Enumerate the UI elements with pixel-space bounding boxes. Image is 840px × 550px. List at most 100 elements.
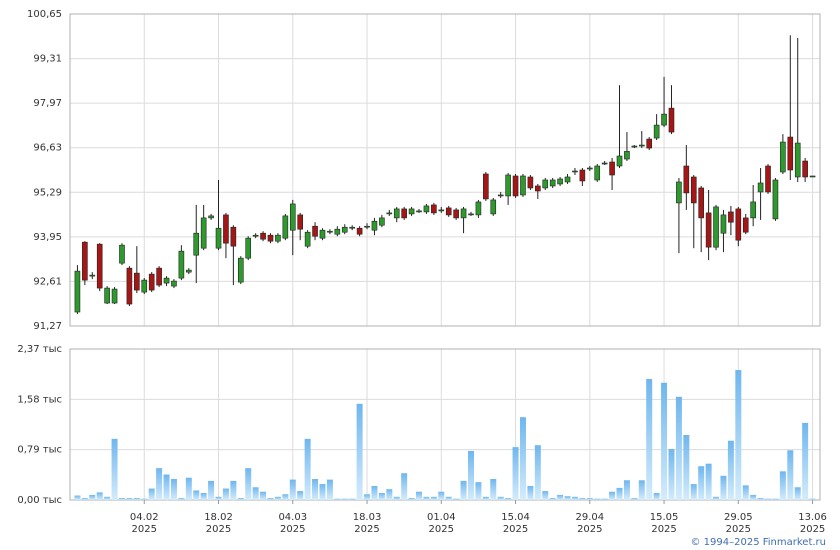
candle-body [89,274,96,277]
y-tick-label: 97,97 [33,98,62,109]
candle-body [728,211,734,223]
candle-body [401,208,407,219]
volume-bar [534,445,541,500]
volume-bar [423,496,430,500]
candle-body [156,267,162,286]
volume-bar [735,370,742,500]
candle-body [468,213,474,216]
volume-bar [527,485,534,500]
volume-bar [557,494,564,500]
volume-bar [133,498,140,500]
volume-bar [282,494,289,500]
candle-body [557,178,563,185]
volume-bar [675,396,682,500]
volume-bar [96,492,103,500]
x-tick-year: 2025 [651,524,676,535]
volume-bar [460,480,467,500]
x-tick-year: 2025 [206,524,231,535]
y-tick-label: 0,79 тыс [17,445,62,456]
candle-body [252,234,259,237]
volume-bar [713,496,720,500]
volume-bar [571,496,578,500]
candle-body [809,175,816,178]
volume-bar [616,487,623,500]
candle-body [119,244,125,264]
volume-bar [341,498,348,500]
candle-body [661,113,667,126]
candle-body [171,280,177,287]
candle-body [319,229,326,239]
volume-bar [401,473,408,500]
plot-frame [69,13,821,327]
candle-body [705,212,712,248]
volume-bar [661,382,668,500]
candle-body [104,287,110,304]
candle-body [646,138,653,149]
candle-body [148,273,155,291]
volume-bar [118,498,125,500]
candle-body [275,234,281,242]
candle-body [520,175,526,196]
candle-body [237,257,244,283]
candle-body [616,155,623,167]
candle-body [193,232,200,256]
x-tick-label: 18.03 [353,512,382,523]
volume-bar [683,435,690,500]
volume-bar [208,480,215,500]
volume-bar [438,491,445,500]
candle-body [802,160,808,178]
volume-bar [289,479,296,500]
candle-body [683,165,690,194]
candle-body [787,136,794,171]
volume-bar [245,468,252,500]
candle-body [757,182,764,193]
volume-bar [104,496,111,500]
volume-bar [601,498,608,500]
candle-body [289,203,296,231]
candle-body [564,176,571,183]
candle-body [713,206,719,248]
candle-body [765,165,771,193]
volume-bar [416,491,423,500]
volume-bar [482,496,489,500]
candle-body [572,170,578,173]
candle-body [780,141,786,173]
volume-bar [594,498,601,500]
candle-body [163,277,170,284]
candle-body [82,241,88,281]
y-tick-label: 93,95 [33,232,62,243]
candle-body [698,187,704,219]
candle-body [794,142,801,178]
volume-bar [750,494,757,500]
candle-body [742,217,749,233]
candle-body [312,225,318,237]
volume-bar [646,378,653,500]
candle-body [215,227,222,249]
volume-bar [802,422,809,500]
volume-bar [267,498,274,500]
candle-body [594,165,601,181]
volume-bar [705,463,712,500]
volume-bar [304,438,311,500]
volume-bar [579,498,586,500]
volume-bar [163,474,170,500]
y-tick-label: 92,61 [33,276,62,287]
volume-bar [727,440,734,500]
candle-body [505,174,511,197]
volume-bar [364,494,371,500]
volume-bar [326,479,333,500]
x-tick-label: 18.02 [204,512,233,523]
volume-bar [178,498,185,500]
y-tick-label: 0,00 тыс [17,495,62,506]
candle-body [408,208,415,215]
volume-bar [386,489,393,500]
candle-body [653,124,660,139]
volume-bar [141,498,148,500]
x-tick-year: 2025 [132,524,157,535]
volume-bar [408,498,415,500]
volume-bar [757,498,764,500]
volume-bar [430,496,437,500]
x-tick-year: 2025 [800,524,825,535]
candle-body [535,185,541,192]
